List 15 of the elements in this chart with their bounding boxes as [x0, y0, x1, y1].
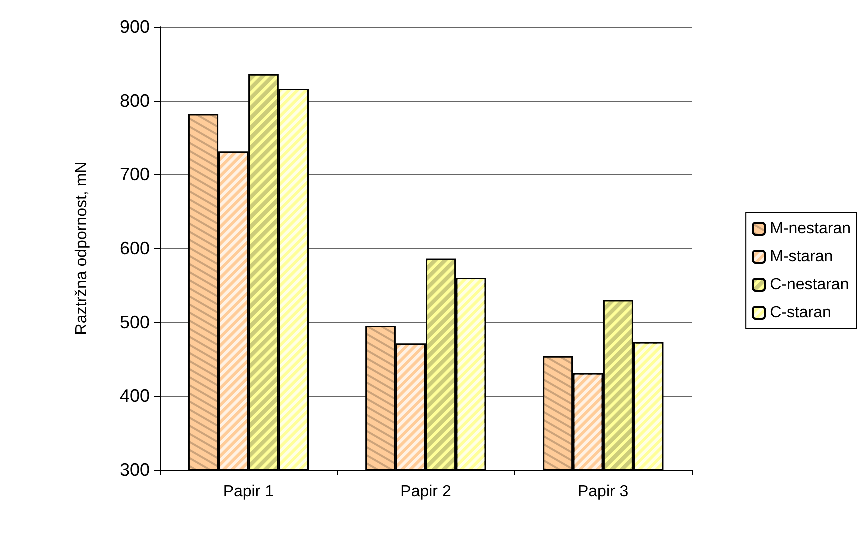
legend-label: C-staran [770, 304, 832, 322]
legend-label: C-nestaran [770, 276, 850, 294]
y-tick-label: 700 [120, 164, 150, 185]
y-tick-label: 600 [120, 238, 150, 258]
y-tick-label: 400 [120, 386, 150, 406]
y-tick-label: 800 [120, 90, 150, 111]
y-axis-title: Raztržna odpornost, mN [74, 162, 90, 336]
y-tick-label: 300 [120, 460, 150, 480]
y-tick-label: 500 [120, 312, 150, 332]
legend-label: M-staran [770, 248, 834, 266]
x-tick-label: Papir 2 [400, 484, 452, 500]
legend-label: M-nestaran [770, 220, 851, 238]
x-tick-label: Papir 1 [223, 484, 274, 500]
y-tick-label: 900 [120, 17, 150, 37]
x-tick-label: Papir 3 [578, 484, 629, 500]
